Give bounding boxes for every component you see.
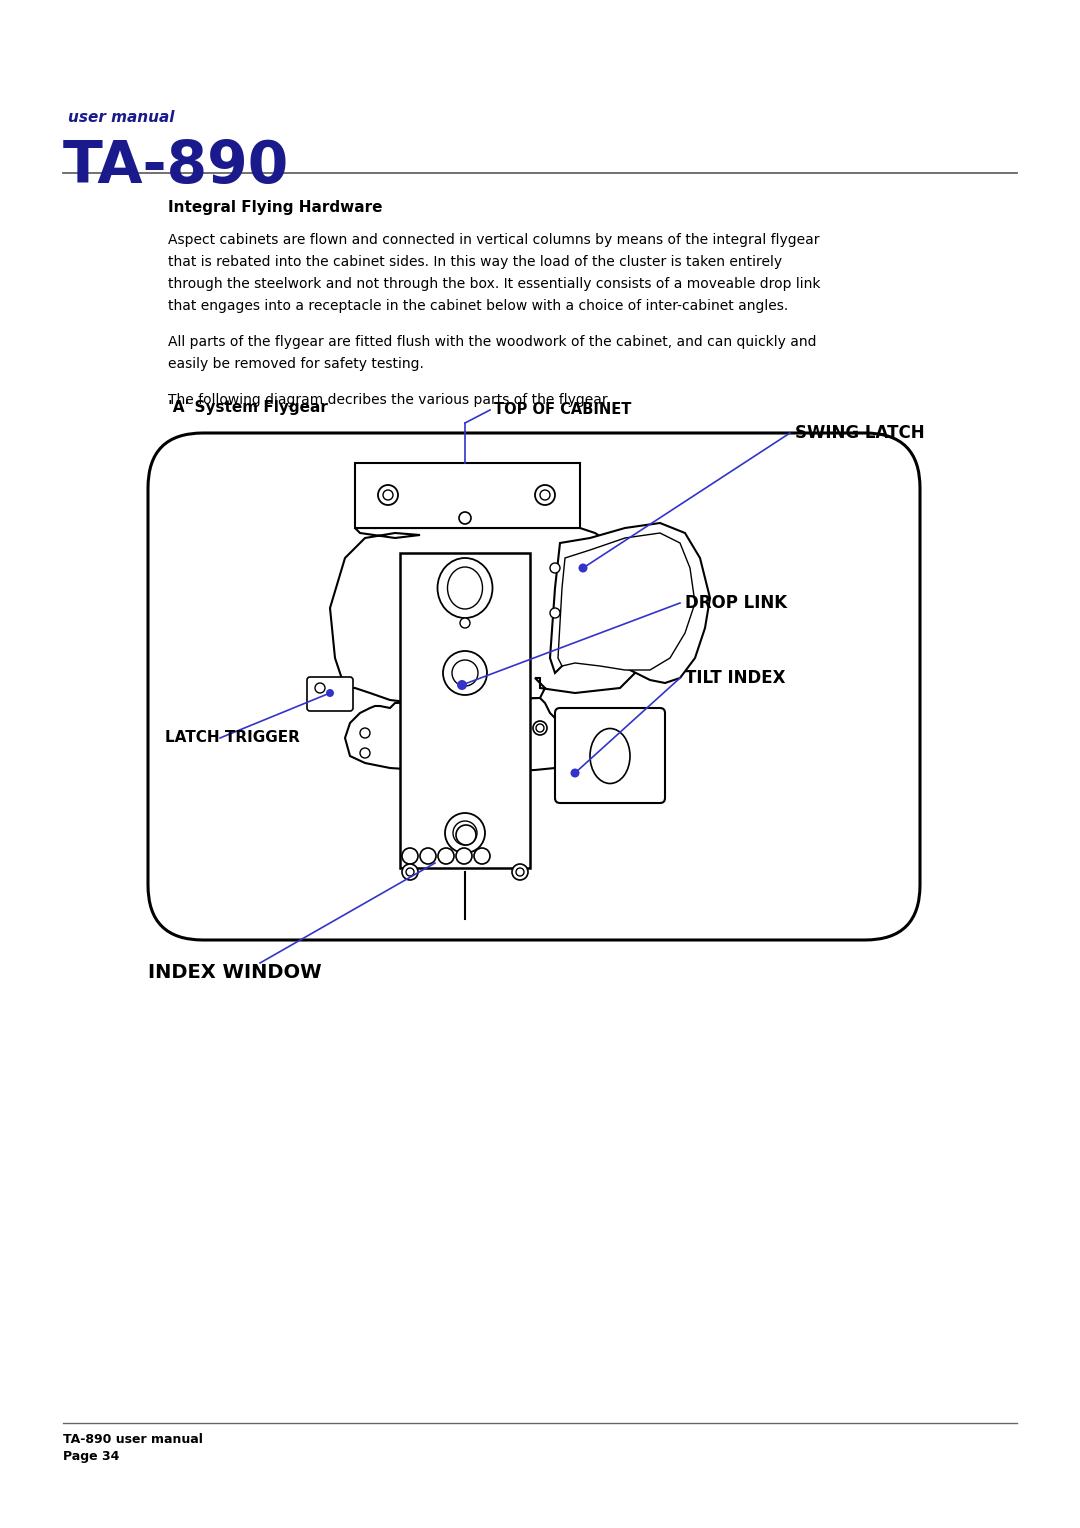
Text: TILT INDEX: TILT INDEX (685, 669, 785, 688)
Text: The following diagram decribes the various parts of the flygear.: The following diagram decribes the vario… (168, 393, 611, 406)
Circle shape (534, 721, 546, 735)
Circle shape (550, 608, 561, 617)
Circle shape (456, 825, 476, 845)
Circle shape (402, 863, 418, 880)
FancyBboxPatch shape (555, 707, 665, 804)
Text: easily be removed for safety testing.: easily be removed for safety testing. (168, 358, 423, 371)
Circle shape (550, 562, 561, 573)
Circle shape (456, 848, 472, 863)
Text: TA-890: TA-890 (63, 138, 289, 196)
Circle shape (383, 490, 393, 500)
Polygon shape (550, 523, 710, 683)
Circle shape (360, 727, 370, 738)
Circle shape (516, 868, 524, 876)
Circle shape (378, 484, 399, 504)
Text: Aspect cabinets are flown and connected in vertical columns by means of the inte: Aspect cabinets are flown and connected … (168, 232, 820, 248)
Polygon shape (558, 533, 696, 669)
Circle shape (459, 512, 471, 524)
FancyBboxPatch shape (148, 432, 920, 940)
Text: TOP OF CABINET: TOP OF CABINET (494, 402, 632, 417)
Polygon shape (330, 529, 660, 703)
Polygon shape (345, 698, 580, 772)
Text: LATCH TRIGGER: LATCH TRIGGER (165, 730, 300, 746)
Text: 'A' System Flygear: 'A' System Flygear (168, 400, 328, 416)
Text: Page 34: Page 34 (63, 1450, 120, 1462)
Ellipse shape (437, 558, 492, 617)
Circle shape (315, 683, 325, 694)
Circle shape (326, 689, 334, 697)
Text: INDEX WINDOW: INDEX WINDOW (148, 964, 322, 983)
Circle shape (438, 848, 454, 863)
Text: TA-890 user manual: TA-890 user manual (63, 1433, 203, 1445)
Circle shape (360, 749, 370, 758)
Circle shape (536, 724, 544, 732)
Text: All parts of the flygear are fitted flush with the woodwork of the cabinet, and : All parts of the flygear are fitted flus… (168, 335, 816, 348)
Circle shape (457, 680, 467, 691)
Bar (400, 553, 530, 868)
Circle shape (540, 490, 550, 500)
Text: that is rebated into the cabinet sides. In this way the load of the cluster is t: that is rebated into the cabinet sides. … (168, 255, 782, 269)
Circle shape (579, 564, 588, 573)
Text: through the steelwork and not through the box. It essentially consists of a move: through the steelwork and not through th… (168, 277, 821, 290)
Text: SWING LATCH: SWING LATCH (795, 423, 924, 442)
Circle shape (570, 769, 580, 778)
Text: Integral Flying Hardware: Integral Flying Hardware (168, 200, 382, 215)
Circle shape (512, 863, 528, 880)
Text: DROP LINK: DROP LINK (685, 594, 787, 613)
Circle shape (406, 868, 414, 876)
Circle shape (474, 848, 490, 863)
Circle shape (535, 484, 555, 504)
Circle shape (460, 617, 470, 628)
Bar (355, 463, 580, 529)
Circle shape (453, 660, 478, 686)
Text: user manual: user manual (68, 110, 175, 125)
Ellipse shape (590, 729, 630, 784)
FancyBboxPatch shape (307, 677, 353, 711)
Text: that engages into a receptacle in the cabinet below with a choice of inter-cabin: that engages into a receptacle in the ca… (168, 299, 788, 313)
Ellipse shape (447, 567, 483, 610)
Circle shape (453, 821, 477, 845)
Circle shape (420, 848, 436, 863)
Circle shape (445, 813, 485, 853)
Circle shape (443, 651, 487, 695)
Circle shape (402, 848, 418, 863)
